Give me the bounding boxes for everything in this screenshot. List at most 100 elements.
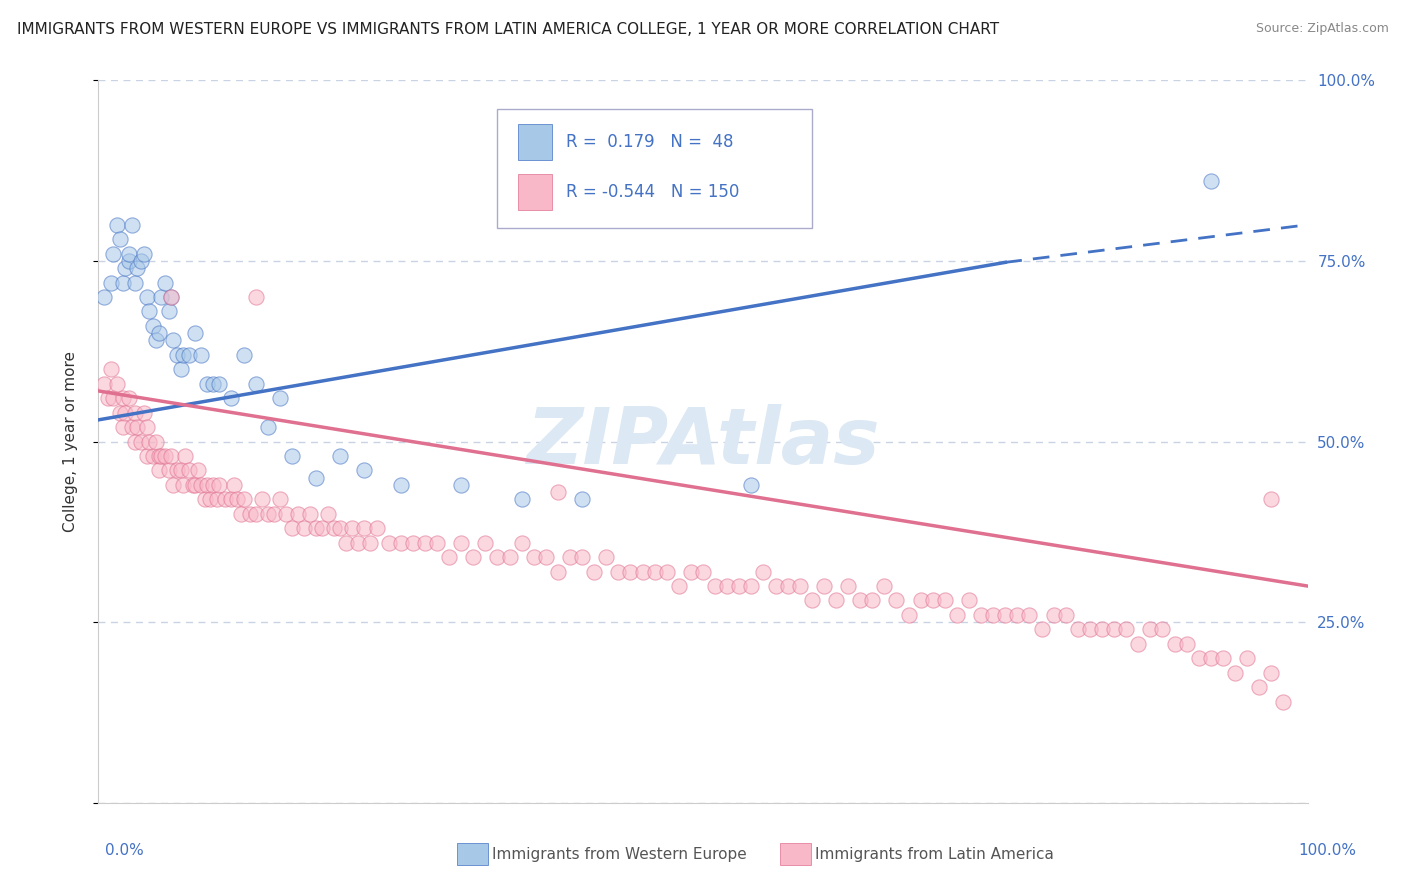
Point <box>202 478 225 492</box>
Point <box>957 593 980 607</box>
Point <box>921 593 943 607</box>
Point <box>1128 637 1150 651</box>
Point <box>229 507 252 521</box>
Point <box>1199 651 1222 665</box>
Point <box>329 521 352 535</box>
Point <box>179 348 201 362</box>
Point <box>101 391 124 405</box>
Point <box>195 478 218 492</box>
Point <box>934 593 956 607</box>
Point <box>668 579 690 593</box>
Point <box>800 593 823 607</box>
Point <box>118 246 141 260</box>
Point <box>305 470 328 484</box>
Point <box>1272 695 1295 709</box>
Point <box>994 607 1017 622</box>
Point <box>232 348 254 362</box>
Point <box>208 478 231 492</box>
Point <box>198 492 221 507</box>
Point <box>190 348 212 362</box>
Point <box>162 334 184 348</box>
Point <box>160 449 183 463</box>
Point <box>195 376 218 391</box>
Point <box>269 492 291 507</box>
Point <box>124 276 146 290</box>
Point <box>239 507 262 521</box>
Point <box>135 449 157 463</box>
Point <box>981 607 1004 622</box>
Point <box>274 507 297 521</box>
Point <box>813 579 835 593</box>
Point <box>389 478 412 492</box>
Point <box>121 420 143 434</box>
Point <box>728 579 751 593</box>
Point <box>335 535 357 549</box>
Point <box>184 326 207 340</box>
Point <box>1078 623 1101 637</box>
Point <box>187 463 209 477</box>
Point <box>377 535 399 549</box>
Point <box>287 507 309 521</box>
Point <box>789 579 811 593</box>
Point <box>571 550 593 565</box>
Point <box>1260 492 1282 507</box>
Point <box>583 565 606 579</box>
Point <box>607 565 630 579</box>
Point <box>329 449 352 463</box>
Point <box>366 521 388 535</box>
Point <box>970 607 993 622</box>
Point <box>474 535 496 549</box>
Point <box>179 463 201 477</box>
Point <box>1188 651 1211 665</box>
Point <box>118 391 141 405</box>
Point <box>269 391 291 405</box>
Point <box>100 276 122 290</box>
Text: IMMIGRANTS FROM WESTERN EUROPE VS IMMIGRANTS FROM LATIN AMERICA COLLEGE, 1 YEAR : IMMIGRANTS FROM WESTERN EUROPE VS IMMIGR… <box>17 22 1000 37</box>
Point <box>205 492 228 507</box>
Point <box>153 276 176 290</box>
Point <box>148 463 170 477</box>
Point <box>716 579 738 593</box>
Point <box>619 565 641 579</box>
Point <box>292 521 315 535</box>
Point <box>450 535 472 549</box>
Point <box>148 326 170 340</box>
Point <box>946 607 969 622</box>
Point <box>138 434 160 449</box>
Point <box>138 304 160 318</box>
Point <box>124 406 146 420</box>
Point <box>523 550 546 565</box>
Text: R = -0.544   N = 150: R = -0.544 N = 150 <box>567 183 740 202</box>
FancyBboxPatch shape <box>517 124 553 160</box>
Point <box>142 318 165 333</box>
Point <box>299 507 322 521</box>
Point <box>1091 623 1114 637</box>
Point <box>101 246 124 260</box>
Point <box>118 253 141 268</box>
Point <box>190 478 212 492</box>
Point <box>160 290 183 304</box>
Point <box>148 449 170 463</box>
Text: Source: ZipAtlas.com: Source: ZipAtlas.com <box>1256 22 1389 36</box>
Point <box>174 449 197 463</box>
Point <box>121 218 143 232</box>
Point <box>111 276 134 290</box>
Point <box>145 434 167 449</box>
Point <box>510 535 533 549</box>
Point <box>873 579 896 593</box>
Point <box>162 478 184 492</box>
Point <box>323 521 346 535</box>
Point <box>93 376 115 391</box>
Point <box>644 565 666 579</box>
Point <box>860 593 883 607</box>
Point <box>194 492 217 507</box>
Point <box>111 420 134 434</box>
Point <box>571 492 593 507</box>
Text: R =  0.179   N =  48: R = 0.179 N = 48 <box>567 133 734 151</box>
Point <box>127 420 149 434</box>
Point <box>825 593 848 607</box>
Point <box>263 507 285 521</box>
Point <box>1163 637 1185 651</box>
Point <box>1102 623 1125 637</box>
Point <box>1042 607 1064 622</box>
